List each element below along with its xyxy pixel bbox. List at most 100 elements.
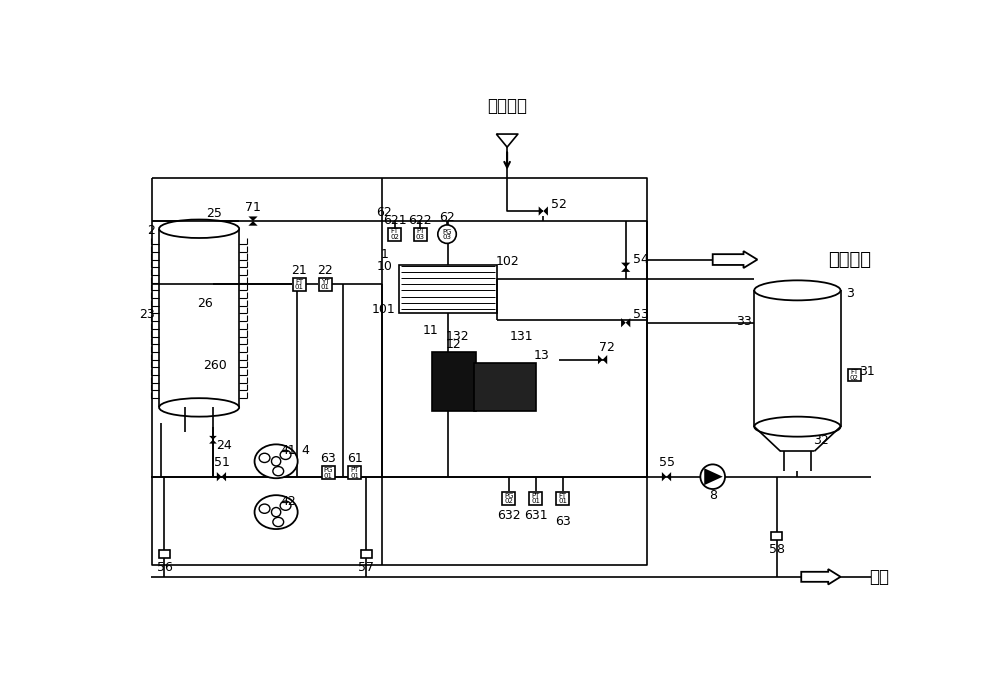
Text: 42: 42 xyxy=(281,495,296,508)
Polygon shape xyxy=(621,262,630,267)
Ellipse shape xyxy=(255,444,298,478)
Bar xyxy=(361,550,372,557)
Bar xyxy=(556,491,569,505)
Text: 01: 01 xyxy=(321,284,330,290)
Text: 102: 102 xyxy=(496,255,520,267)
Text: 622: 622 xyxy=(408,214,432,227)
Text: PT: PT xyxy=(416,228,424,235)
Text: 101: 101 xyxy=(371,303,395,316)
Text: 01: 01 xyxy=(350,473,359,479)
Bar xyxy=(388,228,401,241)
Text: 61: 61 xyxy=(347,452,363,466)
Text: 外界气源: 外界气源 xyxy=(487,97,527,115)
Bar xyxy=(502,491,515,505)
Ellipse shape xyxy=(700,464,725,489)
Ellipse shape xyxy=(255,495,298,529)
Polygon shape xyxy=(248,216,258,221)
Text: 33: 33 xyxy=(736,315,751,328)
Text: 62: 62 xyxy=(439,211,455,224)
Text: 24: 24 xyxy=(216,440,232,452)
Text: 01: 01 xyxy=(531,498,540,504)
Polygon shape xyxy=(209,440,217,444)
Text: 51: 51 xyxy=(214,456,229,469)
Text: PG: PG xyxy=(324,467,333,473)
Text: 3: 3 xyxy=(846,287,854,300)
Text: 25: 25 xyxy=(207,207,222,220)
Ellipse shape xyxy=(159,220,239,238)
Text: 260: 260 xyxy=(203,358,226,372)
Text: 13: 13 xyxy=(534,349,550,361)
Ellipse shape xyxy=(259,454,270,463)
Polygon shape xyxy=(666,472,671,482)
Polygon shape xyxy=(248,221,258,225)
Ellipse shape xyxy=(754,281,841,300)
Text: 26: 26 xyxy=(197,297,213,310)
Bar xyxy=(399,265,497,314)
Text: 56: 56 xyxy=(157,561,172,574)
Bar xyxy=(159,550,170,557)
Text: 2: 2 xyxy=(147,224,155,237)
Text: FT: FT xyxy=(850,370,858,375)
Text: 632: 632 xyxy=(497,509,520,522)
Text: 23: 23 xyxy=(139,309,155,321)
Text: 31: 31 xyxy=(859,365,875,378)
Polygon shape xyxy=(621,267,630,272)
Bar xyxy=(529,491,542,505)
Polygon shape xyxy=(713,251,757,268)
Text: 02: 02 xyxy=(850,375,859,381)
Ellipse shape xyxy=(273,466,284,476)
Ellipse shape xyxy=(271,456,281,466)
Text: PG: PG xyxy=(442,229,452,234)
Text: PG: PG xyxy=(504,493,513,498)
Text: 57: 57 xyxy=(358,561,374,574)
Text: 10: 10 xyxy=(377,260,393,273)
Bar xyxy=(474,363,536,412)
Text: YT: YT xyxy=(321,279,330,284)
Polygon shape xyxy=(221,472,226,482)
Ellipse shape xyxy=(273,517,284,526)
Bar xyxy=(414,228,427,241)
Bar xyxy=(771,532,782,540)
Text: FT: FT xyxy=(295,279,303,284)
Text: 01: 01 xyxy=(295,284,304,290)
Text: 72: 72 xyxy=(599,341,614,354)
Polygon shape xyxy=(704,468,723,485)
Text: 62: 62 xyxy=(376,206,392,219)
Bar xyxy=(432,352,476,412)
Polygon shape xyxy=(662,472,666,482)
Text: 21: 21 xyxy=(291,264,307,276)
Text: 1: 1 xyxy=(381,248,389,260)
Text: 12: 12 xyxy=(445,338,461,351)
Polygon shape xyxy=(543,206,548,216)
Text: 54: 54 xyxy=(633,253,649,266)
Text: PT: PT xyxy=(531,493,540,498)
Text: 22: 22 xyxy=(318,264,333,276)
Ellipse shape xyxy=(271,508,281,517)
Text: 58: 58 xyxy=(769,543,785,556)
Text: 53: 53 xyxy=(633,309,649,321)
Polygon shape xyxy=(603,355,607,364)
Text: 55: 55 xyxy=(658,456,674,469)
Text: 03: 03 xyxy=(443,234,452,240)
Polygon shape xyxy=(598,355,603,364)
Ellipse shape xyxy=(438,225,456,244)
Ellipse shape xyxy=(280,450,291,459)
Text: 132: 132 xyxy=(445,330,469,343)
Text: 63: 63 xyxy=(555,515,570,528)
Bar xyxy=(848,369,861,382)
Text: 8: 8 xyxy=(709,489,717,503)
Ellipse shape xyxy=(159,398,239,416)
Text: 02: 02 xyxy=(390,234,399,240)
Polygon shape xyxy=(621,318,626,328)
Polygon shape xyxy=(801,569,841,584)
Text: FT: FT xyxy=(558,493,567,498)
Text: 01: 01 xyxy=(558,498,567,504)
Polygon shape xyxy=(217,472,221,482)
Text: 4: 4 xyxy=(301,444,309,457)
Text: 631: 631 xyxy=(524,509,547,522)
Text: 71: 71 xyxy=(245,201,261,214)
Bar xyxy=(322,466,335,480)
Text: 32: 32 xyxy=(813,434,828,447)
Text: FT: FT xyxy=(391,228,399,235)
Text: 63: 63 xyxy=(321,452,336,466)
